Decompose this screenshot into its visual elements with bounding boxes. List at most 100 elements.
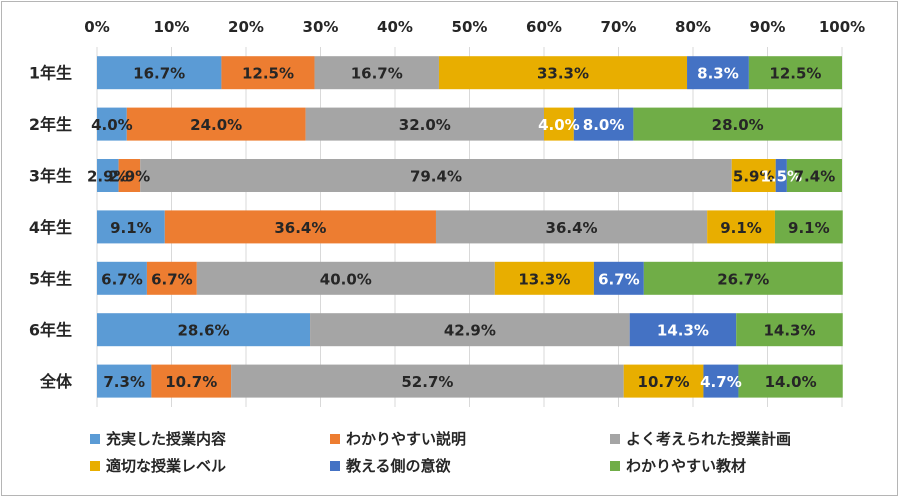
bar-segment [97, 107, 127, 141]
bar-segment [221, 56, 315, 90]
bar-segment [494, 261, 594, 295]
bar-segment [623, 364, 704, 398]
data-label: 8.3% [697, 65, 739, 83]
legend-label: 適切な授業レベル [106, 457, 226, 475]
data-label: 12.5% [242, 65, 294, 83]
data-label: 40.0% [320, 270, 372, 288]
x-tick-label: 50% [452, 18, 488, 36]
data-label: 6.7% [151, 270, 193, 288]
bar-segment [774, 210, 843, 244]
bar-segment [707, 210, 775, 244]
y-category-label: 6年生 [29, 321, 72, 340]
bar-segment [140, 159, 732, 192]
data-label: 42.9% [444, 322, 496, 340]
bar-segment [97, 159, 119, 192]
legend-swatch [610, 434, 620, 444]
legend-swatch [330, 434, 340, 444]
x-tick-label: 80% [675, 18, 711, 36]
y-category-label: 5年生 [29, 269, 72, 288]
x-tick-label: 70% [601, 18, 637, 36]
bar-segments [97, 56, 843, 398]
data-label: 36.4% [274, 219, 326, 237]
x-tick-label: 40% [377, 18, 413, 36]
data-label: 32.0% [399, 116, 451, 134]
x-tick-label: 0% [84, 18, 109, 36]
data-label: 9.1% [788, 219, 830, 237]
legend-label: わかりやすい教材 [626, 457, 746, 475]
data-label: 5.9% [733, 168, 775, 186]
legend-swatch [90, 461, 100, 471]
bar-segment [435, 210, 708, 244]
bar-segment [146, 261, 197, 295]
data-label: 7.3% [103, 373, 145, 391]
data-label: 1.5% [760, 168, 802, 186]
data-label: 79.4% [410, 168, 462, 186]
data-label: 2.9% [109, 168, 151, 186]
bar-segment [97, 261, 147, 295]
bar-segment [633, 107, 842, 141]
data-label: 24.0% [190, 116, 242, 134]
y-category-label: 4年生 [29, 218, 72, 237]
bar-segment [643, 261, 843, 295]
legend-label: 教える側の意欲 [345, 457, 451, 475]
legend-label: 充実した授業内容 [106, 430, 226, 448]
data-label: 13.3% [518, 270, 570, 288]
bar-segment [97, 313, 311, 347]
x-tick-label: 90% [750, 18, 786, 36]
bar-segment [97, 56, 222, 90]
legend-label: よく考えられた授業計画 [626, 430, 791, 448]
data-label: 16.7% [351, 65, 403, 83]
y-category-label: 3年生 [29, 167, 72, 186]
data-label: 33.3% [537, 65, 589, 83]
data-label: 28.0% [712, 116, 764, 134]
bar-segment [629, 313, 737, 347]
legend-swatch [610, 461, 620, 471]
bar-segment [786, 159, 842, 192]
data-label: 14.3% [657, 322, 709, 340]
bar-segment [151, 364, 232, 398]
legend-swatch [330, 461, 340, 471]
data-label: 36.4% [546, 219, 598, 237]
bar-segment [775, 159, 787, 192]
bar-segment [593, 261, 644, 295]
data-label: 10.7% [638, 373, 690, 391]
x-tick-label: 30% [303, 18, 339, 36]
bar-segment [314, 56, 439, 90]
bar-segment [438, 56, 688, 90]
data-label: 4.7% [700, 373, 742, 391]
data-label: 9.1% [720, 219, 762, 237]
data-labels: 16.7% 12.5% 16.7% 33.3% 8.3% 12.5% 4.0% 24.0% 32… [87, 65, 835, 391]
bar-segment [573, 107, 634, 141]
data-label: 6.7% [101, 270, 143, 288]
bar-segment [126, 107, 306, 141]
bar-segment [544, 107, 574, 141]
legend-label: わかりやすい説明 [346, 430, 466, 448]
x-tick-label: 100% [819, 18, 865, 36]
data-label: 9.1% [110, 219, 152, 237]
bar-segment [687, 56, 749, 90]
bar-segment [118, 159, 141, 192]
bar-segment [731, 159, 776, 192]
data-label: 4.0% [91, 116, 133, 134]
y-category-label: 2年生 [29, 115, 72, 134]
data-label: 12.5% [769, 65, 821, 83]
bar-segment [196, 261, 495, 295]
data-label: 52.7% [401, 373, 453, 391]
y-category-label: 1年生 [29, 64, 72, 83]
data-label: 8.0% [583, 116, 625, 134]
data-label: 6.7% [598, 270, 640, 288]
bar-segment [738, 364, 843, 398]
data-label: 26.7% [717, 270, 769, 288]
data-label: 4.0% [538, 116, 580, 134]
bar-segment [231, 364, 624, 398]
bar-segment [703, 364, 739, 398]
data-label: 14.3% [763, 322, 815, 340]
legend-swatch [90, 434, 100, 444]
x-tick-label: 10% [154, 18, 190, 36]
data-label: 7.4% [794, 168, 836, 186]
bar-segment [310, 313, 630, 347]
data-label: 16.7% [133, 65, 185, 83]
